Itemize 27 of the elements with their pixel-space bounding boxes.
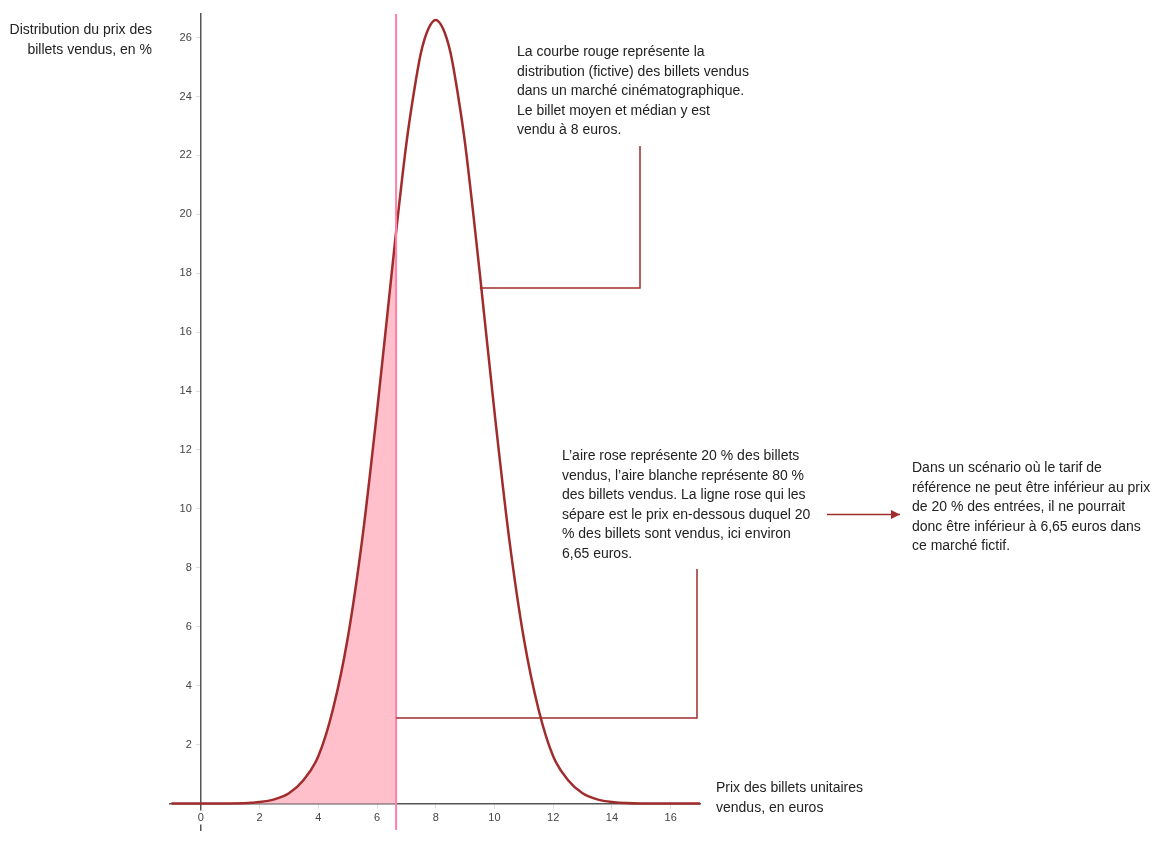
y-tick-label: 20 (179, 207, 192, 220)
x-tick-label: 16 (664, 811, 677, 824)
y-tick-label: 10 (179, 501, 192, 514)
y-tick-label: 14 (179, 384, 192, 397)
x-tick-label: 12 (547, 811, 560, 824)
y-tick-label: 16 (179, 325, 192, 338)
y-tick-label: 22 (179, 148, 192, 161)
y-axis-title: Distribution du prix des billets vendus, en % (8, 20, 152, 59)
annotation: L’aire rose représente 20 % des billets vendus, l’aire blanche représente 80 % des billets vendus. La ligne rose qui les sépare est le prix en-dessous duquel 20 % des billets sont vendus, ici environ 6,65 euros. (562, 446, 812, 563)
y-tick-label: 12 (179, 443, 192, 456)
x-tick-label: 2 (256, 811, 263, 824)
x-axis-title: Prix des billets unitaires vendus, en euros (716, 778, 865, 817)
x-tick-label: 0 (197, 811, 204, 824)
x-tick-label: 4 (315, 811, 322, 824)
y-tick-label: 8 (185, 560, 192, 573)
x-tick-label: 10 (488, 811, 501, 824)
y-tick-label: 24 (179, 89, 192, 102)
x-tick-label: 8 (432, 811, 439, 824)
y-tick-label: 18 (179, 266, 192, 279)
x-tick-label: 6 (373, 811, 381, 824)
y-tick-label: 6 (185, 619, 192, 632)
x-tick-label: 14 (605, 811, 619, 824)
y-tick-label: 4 (185, 678, 192, 691)
y-tick-label: 2 (185, 737, 192, 750)
annotation: La courbe rouge représente la distribution (fictive) des billets vendus dans un marché cinématographique. Le billet moyen et médian y est vendu à 8 euros. (517, 42, 749, 139)
y-tick-label: 26 (179, 30, 192, 43)
text: Dans un scénario où le tarif de référence ne peut être inférieur au prix de 20 % des entrées, il ne pourrait donc être inférieur à 6,65 euros dans ce marché fictif. (912, 458, 1152, 555)
